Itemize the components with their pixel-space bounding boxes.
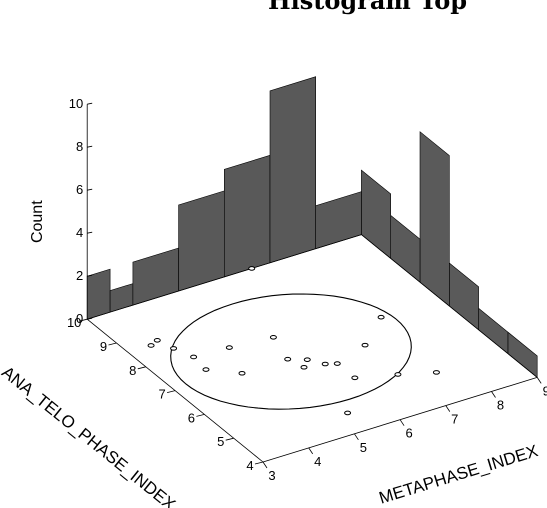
scatter-point: [225, 345, 233, 350]
count-tick: [87, 317, 93, 320]
scatter-point: [377, 314, 385, 320]
metaphase-tick-label: 9: [543, 383, 547, 398]
histogram-bar: [224, 154, 271, 278]
metaphase-tick-label: 5: [360, 440, 367, 455]
histogram-bar: [390, 214, 421, 283]
metaphase-tick-label: 4: [314, 454, 321, 469]
ana-telo-tick-label: 4: [246, 458, 253, 473]
ana-telo-tick-label: 9: [100, 339, 107, 354]
scatter-point: [238, 370, 246, 376]
scatter-point: [248, 266, 256, 271]
ana-telo-tick: [167, 390, 176, 393]
count-tick-label: 0: [76, 311, 83, 326]
metaphase-tick-label: 3: [268, 468, 275, 483]
histogram-ana-telo-bars: [361, 131, 538, 379]
chart-title: Histogram Top: [268, 0, 468, 15]
scatter-point: [321, 361, 329, 367]
histogram-bar: [86, 268, 111, 320]
histogram-bar: [448, 262, 479, 331]
scatter-points: [147, 266, 440, 416]
scatter-point: [300, 364, 308, 370]
scatter-point: [269, 334, 277, 340]
scatter-point: [361, 342, 369, 348]
metaphase-axis-label: METAPHASE_INDEX: [377, 441, 540, 507]
count-tick: [87, 102, 93, 105]
histogram-bar: [178, 190, 225, 292]
count-tick-label: 2: [76, 268, 83, 283]
scatter-point: [344, 410, 352, 416]
scatter-point: [147, 343, 155, 348]
metaphase-tick: [536, 377, 542, 384]
scatter-point: [202, 367, 210, 372]
scatter-point: [432, 370, 440, 375]
ana-telo-tick: [137, 366, 146, 370]
histogram-bar: [361, 169, 392, 260]
count-tick-label: 4: [76, 225, 83, 240]
metaphase-tick: [491, 391, 496, 398]
ana-telo-tick: [79, 318, 88, 322]
metaphase-tick-label: 8: [497, 398, 504, 413]
metaphase-tick-label: 7: [451, 412, 458, 427]
count-tick: [87, 188, 93, 191]
histogram-bar: [269, 76, 317, 264]
count-tick-label: 10: [69, 96, 83, 111]
metaphase-tick: [308, 447, 314, 455]
axis-labels: METAPHASE_INDEX ANA_TELO_PHASE_INDEX: [0, 363, 540, 508]
count-axis-label: Count: [29, 200, 46, 243]
count-tick: [87, 231, 93, 234]
floor-back-edge: [87, 234, 362, 320]
floor-right-edge: [361, 234, 538, 378]
scatter-point: [394, 372, 402, 377]
histogram-bar: [109, 283, 134, 313]
scatter-point: [284, 356, 292, 362]
ana-telo-axis-label: ANA_TELO_PHASE_INDEX: [0, 363, 179, 508]
scatter-point: [170, 346, 178, 351]
metaphase-tick-label: 6: [405, 426, 412, 441]
ana-telo-tick-label: 10: [67, 315, 81, 330]
scatter-point: [333, 361, 341, 366]
ana-telo-tick-label: 8: [129, 363, 136, 378]
ana-telo-tick: [225, 437, 234, 441]
metaphase-tick: [262, 461, 268, 469]
count-tick-label: 8: [76, 139, 83, 154]
ana-telo-tick-label: 6: [188, 410, 195, 425]
histogram-metaphase-bars: [86, 76, 362, 320]
count-tick: [87, 274, 93, 277]
scatter-point: [303, 357, 311, 362]
ellipse-outline: [170, 293, 412, 410]
count-tick: [87, 145, 93, 148]
count-axis: 0 2 4 6 8 10 Count: [29, 96, 93, 326]
ana-telo-tick: [108, 342, 117, 346]
ana-telo-tick-label: 5: [217, 434, 224, 449]
confidence-ellipse: [170, 293, 412, 410]
ana-telo-tick: [254, 461, 264, 465]
count-tick-label: 6: [76, 182, 83, 197]
metaphase-tick: [399, 419, 405, 426]
histogram-bar: [315, 191, 362, 250]
metaphase-tick: [445, 405, 451, 412]
scatter-point: [190, 354, 198, 360]
histogram-bar: [132, 247, 179, 306]
scatter-point: [351, 375, 359, 381]
histogram-bar: [478, 307, 509, 355]
ana-telo-tick-label: 7: [158, 387, 165, 402]
histogram-bar: [419, 131, 450, 307]
scatter-point: [153, 337, 161, 343]
histogram-bar: [507, 331, 538, 379]
metaphase-tick: [354, 433, 359, 441]
ana-telo-tick: [196, 414, 205, 417]
